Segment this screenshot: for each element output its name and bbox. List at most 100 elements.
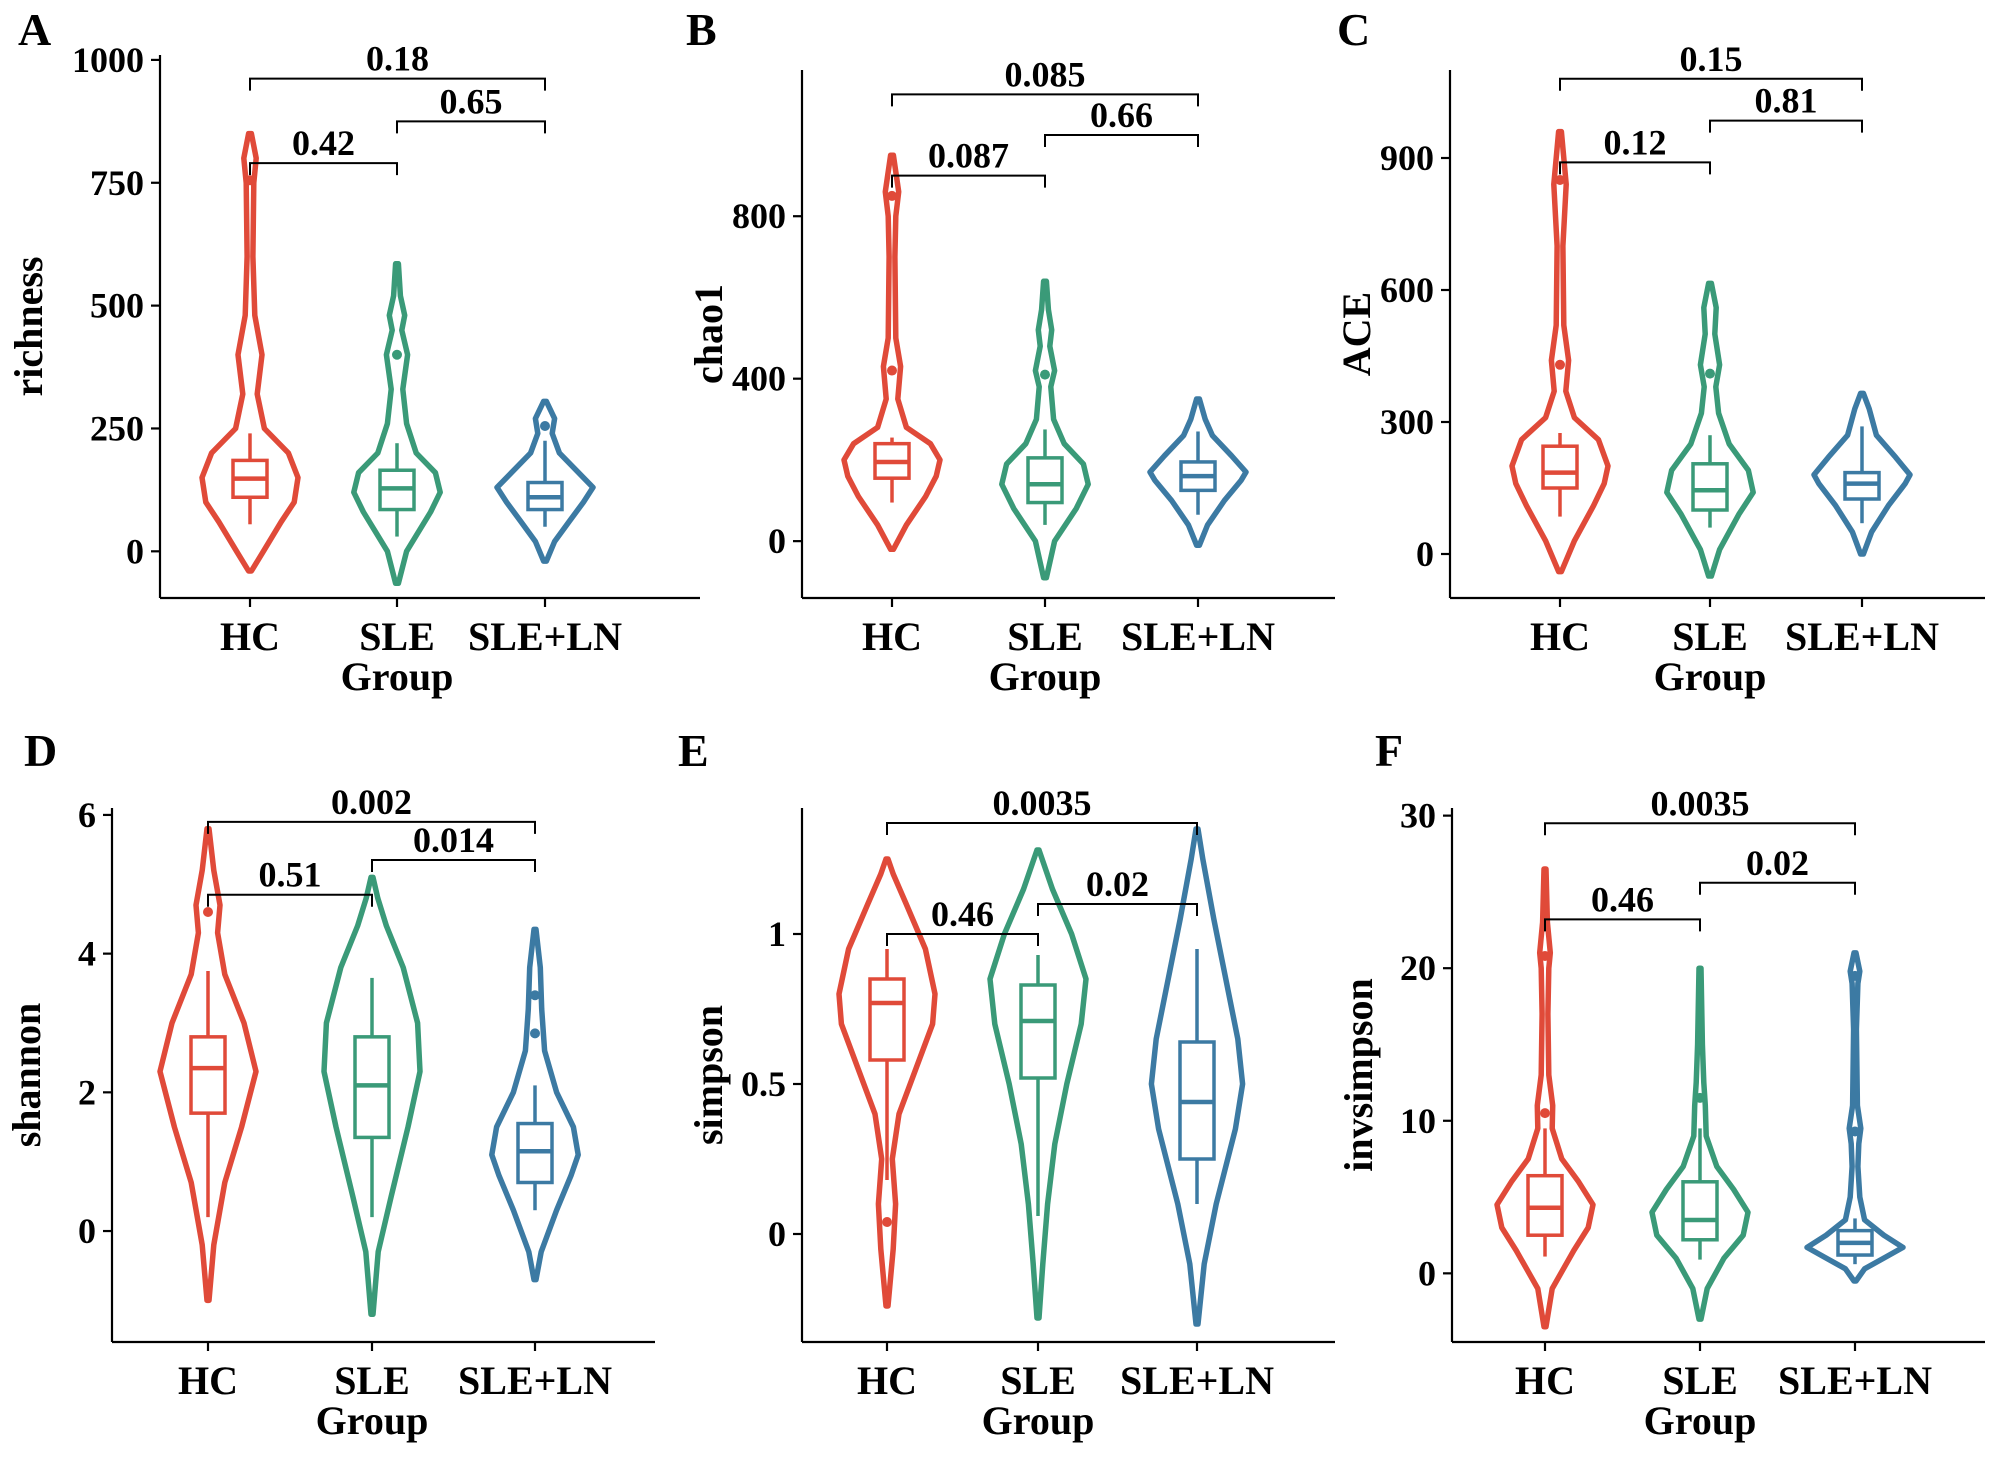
outlier-point [882, 1217, 892, 1227]
comparison-bracket: 0.02 [1699, 843, 1856, 895]
outlier-point [392, 349, 402, 360]
outlier-point [1555, 175, 1565, 185]
box [1019, 983, 1057, 1080]
x-axis-title: Group [1644, 1398, 1757, 1443]
x-tick-label-1: SLE [1007, 614, 1083, 659]
y-tick-label: 10 [1400, 1101, 1436, 1141]
violin-outline [841, 152, 943, 553]
outlier-point [887, 190, 897, 201]
y-tick-label: 800 [732, 196, 786, 236]
outlier-point [1705, 368, 1715, 379]
bracket-line [1699, 881, 1856, 895]
outlier-point [1695, 1092, 1705, 1103]
y-tick-label: 0.5 [741, 1064, 786, 1104]
p-value-label: 0.087 [928, 136, 1009, 176]
panel-letter: B [686, 4, 717, 55]
comparison-bracket: 0.0035 [886, 783, 1198, 835]
y-axis-title: shannon [4, 1003, 49, 1148]
box [1541, 444, 1579, 490]
bracket-line [371, 859, 536, 873]
comparison-bracket: 0.42 [249, 123, 398, 176]
p-value-label: 0.65 [440, 81, 503, 121]
p-value-label: 0.81 [1755, 81, 1818, 121]
y-tick-label: 0 [78, 1211, 96, 1251]
y-tick-label: 4 [78, 934, 96, 974]
bracket-line [891, 93, 1199, 107]
comparison-bracket: 0.087 [891, 136, 1046, 188]
outlier-point [530, 1028, 540, 1039]
bracket-line [207, 893, 373, 907]
p-value-label: 0.46 [931, 894, 994, 934]
violin-sle-ln [494, 398, 596, 564]
bracket-line [891, 174, 1046, 188]
outlier-point [530, 990, 540, 1001]
box [1526, 1173, 1564, 1237]
panel-f: F 0 10 20 30 invsimpson HC SLE SLE+LN Group 0.46 0.… [1336, 725, 1985, 1443]
x-tick-label-0: HC [1515, 1358, 1575, 1403]
bracket-line [396, 120, 546, 134]
comparison-bracket: 0.18 [249, 39, 546, 91]
p-value-label: 0.0035 [993, 783, 1092, 823]
panel-d: D 0 2 4 6 shannon HC SLE SLE+LN Group 0.51 0.0140.0… [4, 725, 655, 1443]
p-value-label: 0.15 [1680, 39, 1743, 79]
x-tick-label-2: SLE+LN [1785, 614, 1939, 659]
outlier-point [1850, 1126, 1860, 1137]
x-tick-label-2: SLE+LN [1120, 1358, 1274, 1403]
p-value-label: 0.014 [413, 820, 494, 860]
comparison-bracket: 0.66 [1044, 95, 1199, 147]
bracket-line [1044, 133, 1199, 147]
comparison-bracket: 0.002 [207, 782, 536, 834]
violin-sle [1649, 965, 1751, 1322]
violin-hc [841, 152, 943, 553]
x-tick-label-2: SLE+LN [1778, 1358, 1932, 1403]
bracket-line [249, 162, 398, 176]
outlier-point [245, 175, 255, 186]
box [868, 977, 906, 1062]
y-tick-label: 300 [1380, 402, 1434, 442]
outlier-point [1555, 359, 1565, 370]
x-tick-label-0: HC [220, 614, 280, 659]
x-axis-title: Group [982, 1398, 1095, 1443]
x-axis-title: Group [341, 654, 454, 699]
y-tick-label: 0 [1416, 534, 1434, 574]
y-tick-label: 0 [1418, 1253, 1436, 1293]
violin-outline [987, 847, 1089, 1321]
y-tick-label: 0 [768, 521, 786, 561]
p-value-label: 0.002 [331, 782, 412, 822]
bracket-line [1544, 918, 1701, 932]
outlier-point [540, 421, 550, 432]
outlier-point [887, 365, 897, 376]
x-tick-label-0: HC [857, 1358, 917, 1403]
x-tick-label-0: HC [862, 614, 922, 659]
comparison-bracket: 0.51 [207, 855, 373, 907]
violin-sle [321, 874, 423, 1318]
x-tick-label-1: SLE [1662, 1358, 1738, 1403]
violin-outline [1804, 950, 1906, 1284]
y-axis-title: invsimpson [1336, 978, 1381, 1171]
bracket-line [249, 77, 546, 91]
panel-letter: C [1337, 4, 1370, 55]
p-value-label: 0.085 [1005, 54, 1086, 94]
comparison-bracket: 0.15 [1559, 39, 1863, 91]
p-value-label: 0.18 [366, 39, 429, 79]
p-value-label: 0.02 [1086, 864, 1149, 904]
y-axis-title: ACE [1334, 292, 1379, 376]
panel-letter: E [678, 725, 709, 776]
y-tick-label: 0 [126, 531, 144, 571]
violin-sle [999, 278, 1091, 581]
y-tick-label: 750 [90, 163, 144, 203]
p-value-label: 0.66 [1090, 95, 1153, 135]
violin-sle-ln [1804, 950, 1906, 1284]
panel-letter: D [24, 725, 57, 776]
violin-outline [1811, 390, 1913, 557]
outlier-point [203, 907, 213, 918]
y-tick-label: 900 [1380, 138, 1434, 178]
panel-b: B 0 400 800 chao1 HC SLE SLE+LN Group 0.087 0.660.… [686, 4, 1335, 699]
y-tick-label: 1000 [72, 40, 144, 80]
x-tick-label-1: SLE [334, 1358, 410, 1403]
violin-outline [489, 926, 581, 1283]
p-value-label: 0.02 [1746, 843, 1809, 883]
panel-c: C 0 300 600 900 ACE HC SLE SLE+LN Group 0.12 0.81 0.… [1334, 4, 1985, 699]
y-axis-title: richness [6, 257, 51, 397]
outlier-point [1540, 950, 1550, 961]
